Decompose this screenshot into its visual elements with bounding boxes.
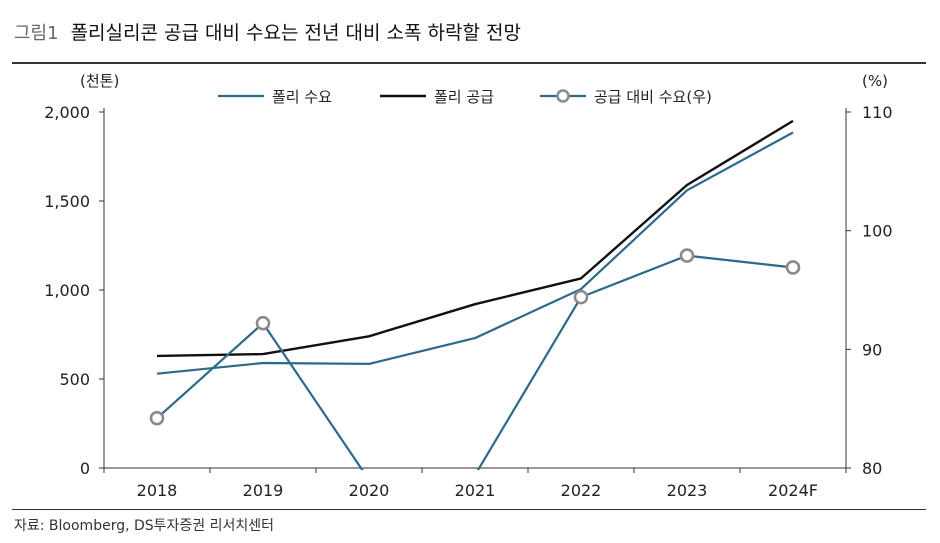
y-left-tick-label: 1,000 [44,281,90,300]
line-chart: (천톤) (%) 0 500 1,000 1,500 2,000 80 90 100 110 20… [44,72,892,500]
figure-header: 그림1 폴리실리콘 공급 대비 수요는 전년 대비 소폭 하락할 전망 [14,18,521,48]
y-right-tick-label: 80 [862,459,882,478]
series-markers [149,248,801,426]
series-line-demand [156,131,794,375]
y-right-tick-label: 110 [862,103,893,122]
legend: 폴리 수요 폴리 공급 공급 대비 수요(우) [218,88,712,106]
y-left-tick-label: 500 [59,370,90,389]
axes: 0 500 1,000 1,500 2,000 80 90 100 110 2018 2019 202… [44,103,892,500]
legend-marker-ratio [556,89,570,103]
x-tick-label: 2019 [243,481,284,500]
y-left-tick-label: 2,000 [44,103,90,122]
source-note: 자료: Bloomberg, DS투자증권 리서치센터 [14,518,275,534]
legend-label-ratio: 공급 대비 수요(우) [594,88,712,106]
ratio-point [679,248,695,263]
series-line-supply [156,119,794,358]
y-left-tick-label: 0 [80,459,90,478]
y-left-tick-label: 1,500 [44,192,90,211]
ratio-point [573,289,589,305]
x-tick-label: 2018 [137,481,178,500]
y-right-unit-label: (%) [862,72,888,90]
page-title: 폴리실리콘 공급 대비 수요는 전년 대비 소폭 하락할 전망 [70,22,521,44]
series-lines [156,119,794,470]
x-tick-label: 2022 [561,481,602,500]
y-left-unit-label: (천톤) [80,72,119,90]
ratio-point [785,260,801,275]
x-tick-label: 2020 [349,481,390,500]
y-right-tick-label: 90 [862,340,882,359]
ratio-point [255,315,271,331]
x-tick-label: 2024F [768,481,818,500]
bottom-rule [12,509,926,510]
ratio-point [149,410,165,426]
legend-label-supply: 폴리 공급 [434,88,494,106]
y-right-tick-label: 100 [862,222,893,241]
legend-label-demand: 폴리 수요 [272,88,332,106]
x-tick-label: 2023 [667,481,708,500]
figure-label: 그림1 [14,23,59,44]
x-tick-label: 2021 [455,481,496,500]
series-line-ratio [156,254,794,470]
top-rule [12,62,926,64]
